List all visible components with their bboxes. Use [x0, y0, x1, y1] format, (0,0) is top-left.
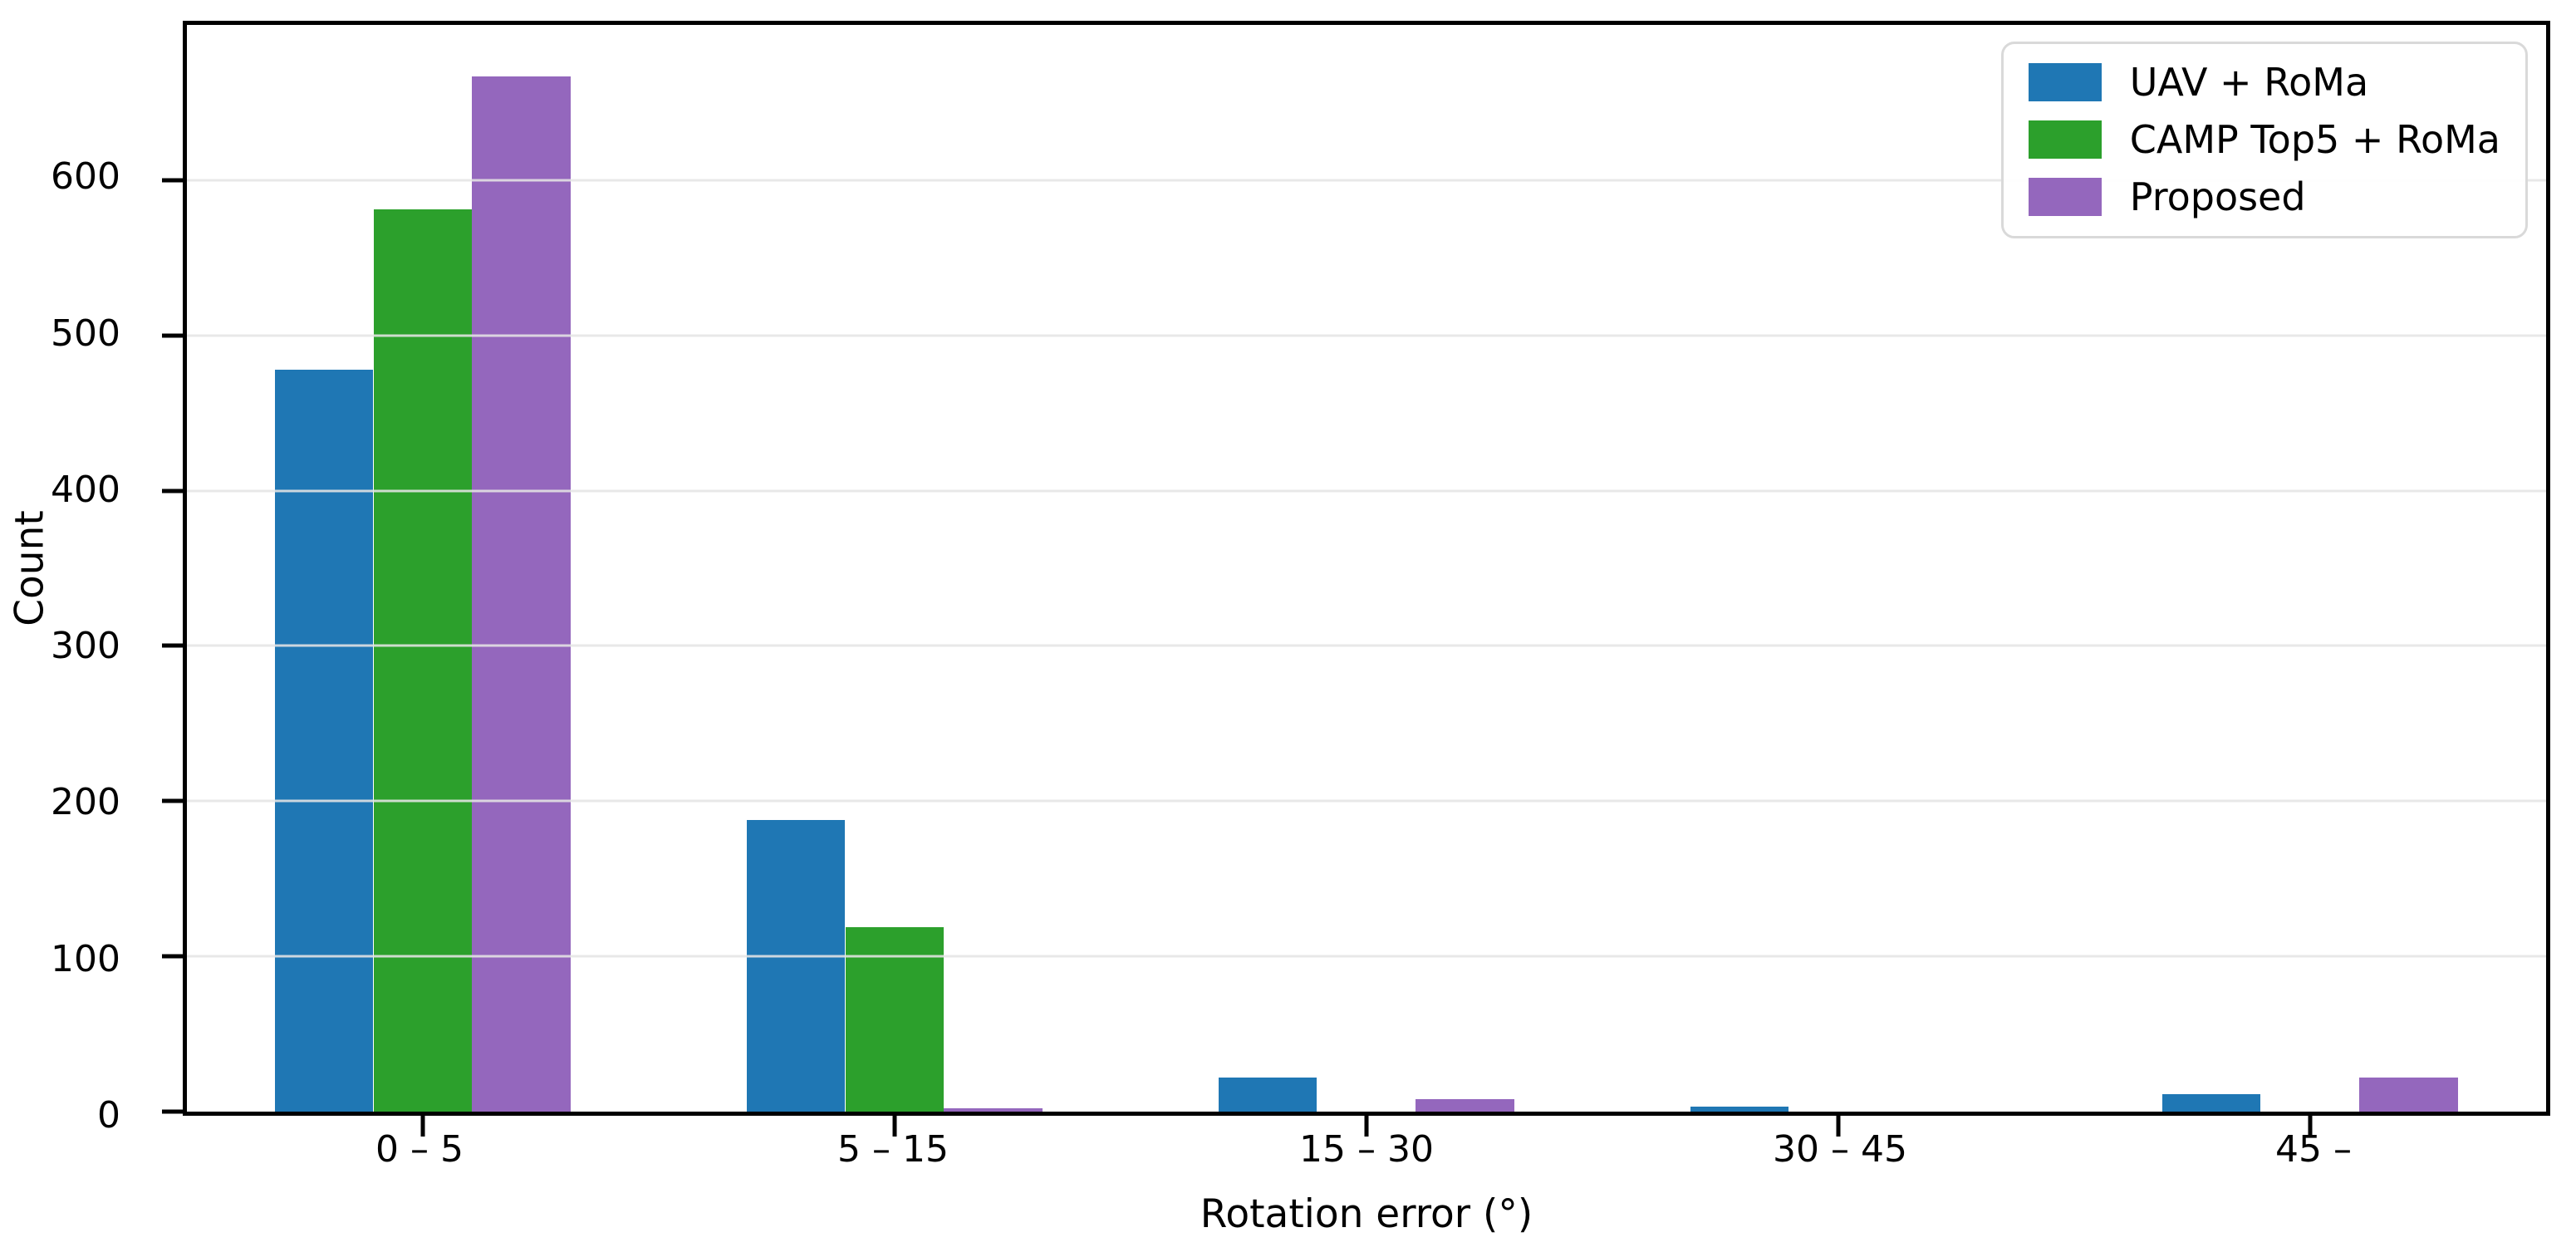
y-tick-label-200: 200 [51, 781, 120, 824]
bar-camp-top5-roma-0-5 [373, 209, 473, 1112]
legend-swatch-proposed [2028, 178, 2102, 217]
bar-proposed-0-5 [472, 76, 572, 1112]
bar-proposed-45 [2359, 1077, 2459, 1112]
gridline-200 [187, 799, 2546, 803]
bar-uav-roma-15-30 [1218, 1077, 1317, 1112]
y-tick-label-400: 400 [51, 468, 120, 511]
plot-area: UAV + RoMa CAMP Top5 + RoMa Proposed [162, 21, 2550, 1137]
legend-item-camp-top5-roma: CAMP Top5 + RoMa [2028, 116, 2500, 162]
x-tick-label-45: 45 – [2275, 1128, 2352, 1171]
legend-item-proposed: Proposed [2028, 174, 2500, 219]
x-tick-mark-5-15 [892, 1115, 897, 1137]
bar-uav-roma-5-15 [746, 819, 846, 1112]
y-tick-mark-0 [162, 1109, 184, 1114]
x-tick-label-30-45: 30 – 45 [1773, 1128, 1907, 1171]
legend-swatch-uav-roma [2028, 63, 2102, 102]
y-tick-mark-300 [162, 643, 184, 648]
x-tick-label-0-5: 0 – 5 [375, 1128, 464, 1171]
gridline-500 [187, 334, 2546, 337]
x-axis-title: Rotation error (°) [1200, 1191, 1533, 1237]
y-tick-mark-600 [162, 178, 184, 183]
y-tick-mark-100 [162, 954, 184, 959]
y-tick-mark-500 [162, 333, 184, 338]
legend-label-uav-roma: UAV + RoMa [2129, 60, 2369, 105]
bar-uav-roma-30-45 [1690, 1107, 1789, 1112]
x-tick-label-15-30: 15 – 30 [1299, 1128, 1434, 1171]
y-tick-label-300: 300 [51, 625, 120, 668]
legend-label-camp-top5-roma: CAMP Top5 + RoMa [2129, 116, 2500, 162]
bar-camp-top5-roma-5-15 [845, 926, 945, 1112]
x-tick-mark-30-45 [1836, 1115, 1841, 1137]
x-tick-mark-45 [2308, 1115, 2313, 1137]
y-axis-tick-labels: 0 100 200 300 400 500 600 [0, 21, 154, 1134]
legend: UAV + RoMa CAMP Top5 + RoMa Proposed [2000, 42, 2528, 238]
y-tick-label-500: 500 [51, 312, 120, 355]
bar-proposed-15-30 [1416, 1099, 1515, 1112]
x-tick-label-5-15: 5 – 15 [837, 1128, 949, 1171]
y-tick-label-0: 0 [97, 1094, 120, 1137]
y-tick-label-600: 600 [51, 155, 120, 199]
y-tick-label-100: 100 [51, 937, 120, 980]
bar-uav-roma-45 [2161, 1094, 2261, 1112]
bar-proposed-5-15 [944, 1108, 1043, 1112]
gridline-600 [187, 179, 2546, 182]
gridline-300 [187, 644, 2546, 647]
gridline-400 [187, 489, 2546, 493]
legend-label-proposed: Proposed [2129, 174, 2306, 219]
bar-uav-roma-0-5 [274, 369, 374, 1112]
y-tick-mark-400 [162, 489, 184, 493]
gridline-100 [187, 955, 2546, 958]
x-tick-mark-0-5 [420, 1115, 425, 1137]
legend-swatch-camp-top5-roma [2028, 120, 2102, 160]
legend-item-uav-roma: UAV + RoMa [2028, 60, 2500, 105]
x-tick-mark-15-30 [1364, 1115, 1369, 1137]
y-tick-mark-200 [162, 798, 184, 803]
